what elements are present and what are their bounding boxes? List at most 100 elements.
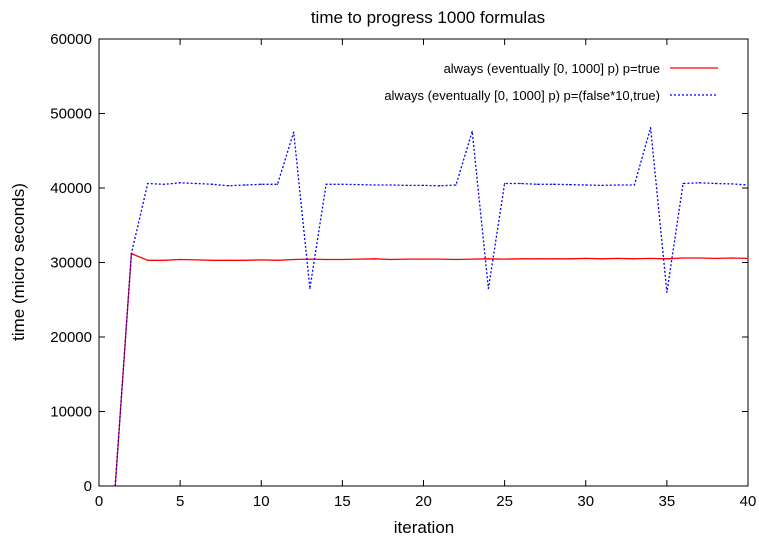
data-point xyxy=(228,185,230,187)
x-tick-label: 40 xyxy=(740,493,757,510)
data-point xyxy=(195,259,197,261)
x-tick-label: 30 xyxy=(577,493,594,510)
data-point xyxy=(325,183,327,185)
data-point xyxy=(650,257,652,260)
data-point xyxy=(228,259,230,261)
y-tick-label: 40000 xyxy=(50,180,92,197)
data-point xyxy=(455,258,457,261)
y-tick-label: 60000 xyxy=(50,31,92,48)
plot-frame xyxy=(98,38,749,487)
data-point xyxy=(585,257,587,260)
data-point xyxy=(244,184,246,186)
data-point xyxy=(747,257,749,260)
series-line-2 xyxy=(114,127,749,487)
data-point xyxy=(731,257,733,259)
data-point xyxy=(341,183,343,185)
x-tick-label: 25 xyxy=(496,493,513,510)
data-point xyxy=(536,183,538,185)
data-point xyxy=(601,258,603,260)
data-point xyxy=(455,184,457,186)
x-tick-label: 0 xyxy=(95,493,103,510)
x-tick-label: 10 xyxy=(253,493,270,510)
data-point xyxy=(520,258,522,260)
data-point xyxy=(633,258,636,260)
data-point xyxy=(422,184,425,186)
series-layer xyxy=(114,127,749,487)
x-axis-label: iteration xyxy=(394,518,454,537)
chart-title: time to progress 1000 formulas xyxy=(311,8,545,27)
data-point xyxy=(390,184,392,186)
data-point xyxy=(163,183,165,185)
data-point xyxy=(698,257,700,259)
data-point xyxy=(714,182,717,185)
data-point xyxy=(211,259,214,261)
data-point xyxy=(244,259,246,261)
data-point xyxy=(682,182,684,185)
data-point xyxy=(682,257,684,259)
legend: always (eventually [0, 1000] p) p=true al… xyxy=(384,61,718,103)
data-point xyxy=(698,182,700,184)
data-point xyxy=(585,184,587,186)
data-point xyxy=(390,258,392,261)
legend-label-2: always (eventually [0, 1000] p) p=(false… xyxy=(384,88,660,103)
data-point xyxy=(293,258,295,261)
data-point xyxy=(276,259,279,261)
data-point xyxy=(487,258,489,260)
data-point xyxy=(341,258,343,261)
legend-label-1: always (eventually [0, 1000] p) p=true xyxy=(444,61,660,76)
y-tick-label: 30000 xyxy=(50,255,92,272)
data-point xyxy=(406,258,408,260)
data-point xyxy=(439,185,441,187)
data-point xyxy=(374,184,376,186)
data-point xyxy=(617,257,619,260)
data-point xyxy=(358,258,360,260)
data-point xyxy=(568,184,571,186)
data-point xyxy=(130,252,133,255)
data-point xyxy=(276,183,279,185)
data-point xyxy=(714,257,717,260)
data-point xyxy=(617,184,619,186)
data-point xyxy=(666,258,668,260)
data-point xyxy=(666,291,668,293)
data-point xyxy=(211,183,214,185)
x-tick-label: 15 xyxy=(334,493,351,510)
x-tick-label: 5 xyxy=(176,493,184,510)
data-point xyxy=(568,258,571,260)
data-point xyxy=(552,183,554,185)
data-point xyxy=(114,485,116,487)
plot-border xyxy=(98,38,749,487)
y-tick-label: 50000 xyxy=(50,106,92,123)
data-point xyxy=(179,258,181,261)
y-axis-label: time (micro seconds) xyxy=(9,183,28,341)
data-point xyxy=(747,184,749,186)
x-tick-label: 35 xyxy=(659,493,676,510)
data-point xyxy=(374,258,376,260)
data-point xyxy=(487,287,489,290)
x-tick-label: 20 xyxy=(415,493,432,510)
x-axis: 0 5 10 15 20 25 30 35 40 xyxy=(95,39,757,510)
data-point xyxy=(471,130,473,132)
y-axis: 0 10000 20000 30000 40000 50000 60000 xyxy=(50,31,748,495)
data-point xyxy=(147,259,149,261)
data-point xyxy=(601,184,603,186)
data-point xyxy=(536,258,538,260)
data-point xyxy=(633,184,636,186)
data-point xyxy=(260,259,262,261)
data-point xyxy=(731,183,733,185)
data-point xyxy=(309,287,311,290)
data-point xyxy=(358,184,360,186)
series-line-1 xyxy=(114,252,749,487)
y-tick-label: 0 xyxy=(84,478,92,495)
data-point xyxy=(195,182,197,185)
data-point xyxy=(422,258,425,260)
data-point xyxy=(504,258,506,260)
data-point xyxy=(325,258,327,261)
data-point xyxy=(293,131,295,133)
data-point xyxy=(309,258,311,260)
data-point xyxy=(163,259,165,261)
data-point xyxy=(406,184,408,186)
y-tick-label: 20000 xyxy=(50,329,92,346)
data-point xyxy=(179,182,181,184)
data-point xyxy=(471,258,473,260)
